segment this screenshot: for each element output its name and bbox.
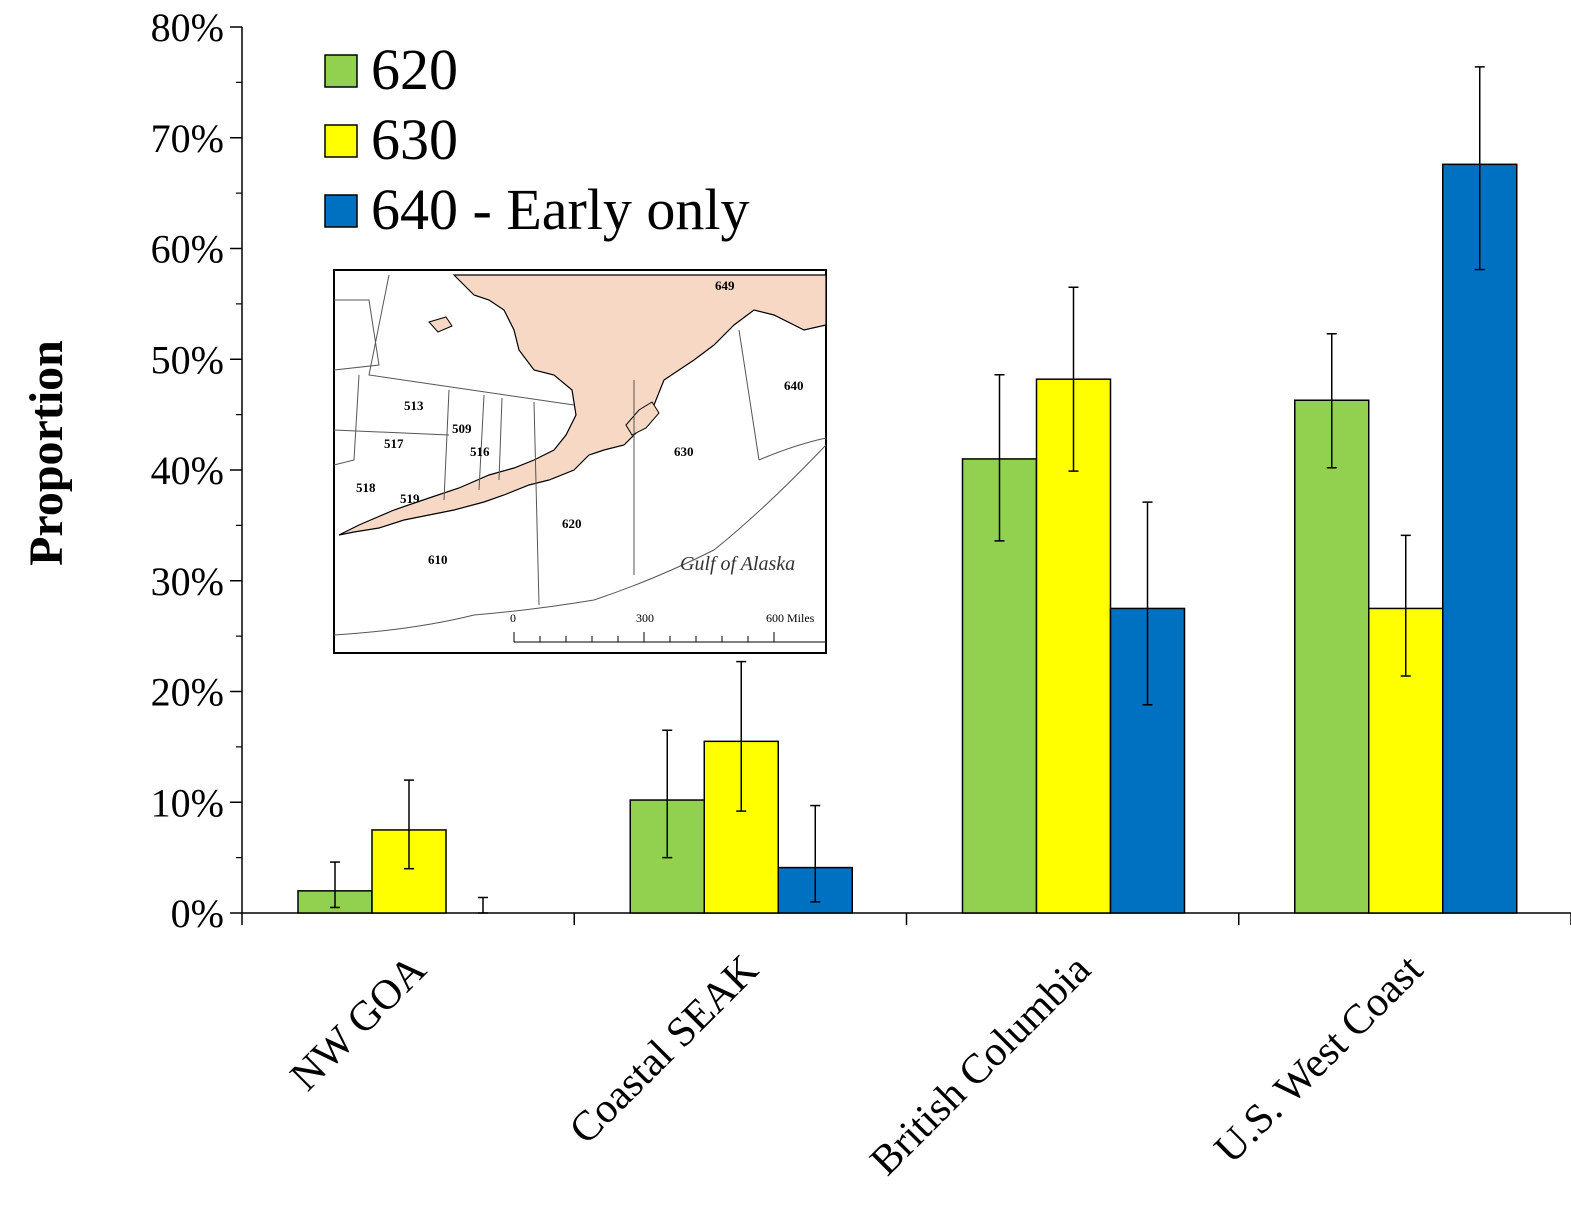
legend-label: 620 [371, 37, 458, 102]
map-label-630: 630 [674, 444, 694, 459]
map-island [428, 316, 453, 333]
x-category-label: British Columbia [862, 946, 1100, 1184]
bar-640-early-only-3 [1442, 163, 1518, 914]
map-boundaries [333, 274, 827, 636]
y-tick-label: 60% [151, 227, 224, 272]
map-label-513: 513 [404, 398, 424, 413]
y-tick-label: 0% [171, 891, 224, 936]
map-scale-bar [513, 632, 826, 643]
x-category-label: U.S. West Coast [1206, 946, 1432, 1172]
y-tick-label: 30% [151, 559, 224, 604]
inset-map: 649 640 513 509 517 516 630 518 519 620 … [333, 269, 827, 654]
map-scale-label-600: 600 Miles [766, 611, 815, 625]
map-label-516: 516 [470, 444, 490, 459]
legend-swatch [324, 54, 358, 88]
y-tick-label: 50% [151, 337, 224, 382]
y-tick-label: 10% [151, 780, 224, 825]
map-label-509: 509 [452, 421, 472, 436]
map-scale-label-300: 300 [636, 611, 654, 625]
y-tick-labels: 0% 10% 20% 30% 40% 50% 60% 70% 80% [151, 5, 224, 936]
bar-630-1 [703, 740, 779, 914]
y-tick-label: 20% [151, 670, 224, 715]
map-label-640: 640 [784, 378, 804, 393]
map-label-519: 519 [400, 491, 420, 506]
x-category-labels: NW GOA Coastal SEAK British Columbia U.S. W… [282, 946, 1432, 1184]
error-bars [330, 66, 1485, 914]
x-category-label: NW GOA [282, 946, 436, 1100]
map-scale-label-0: 0 [510, 611, 516, 625]
bar-620-3 [1294, 399, 1370, 914]
legend-label: 640 - Early only [371, 177, 750, 242]
legend-label: 630 [371, 107, 458, 172]
legend-swatch [324, 194, 358, 228]
legend-swatch [324, 124, 358, 158]
y-tick-label: 40% [151, 448, 224, 493]
map-label-517: 517 [384, 436, 404, 451]
y-tick-label: 80% [151, 5, 224, 50]
map-label-620: 620 [562, 516, 582, 531]
x-category-label: Coastal SEAK [561, 947, 768, 1154]
map-label-610: 610 [428, 552, 448, 567]
map-land [338, 274, 827, 536]
y-axis-label: Proportion [20, 340, 73, 566]
map-label-649: 649 [715, 278, 735, 293]
map-place-label: Gulf of Alaska [680, 553, 795, 575]
y-tick-label: 70% [151, 116, 224, 161]
map-label-518: 518 [356, 480, 376, 495]
